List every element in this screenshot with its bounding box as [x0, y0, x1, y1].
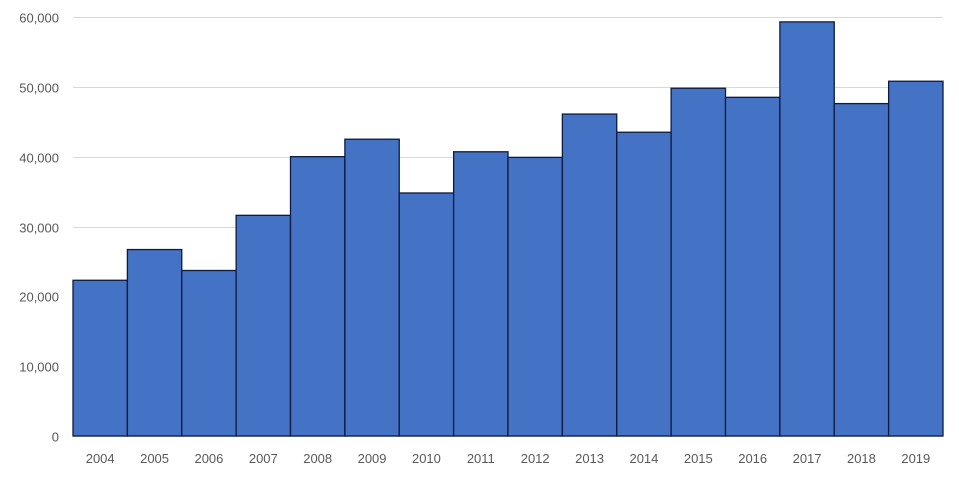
- y-tick-label: 40,000: [19, 151, 59, 166]
- x-tick-label: 2019: [901, 451, 930, 466]
- y-tick-label: 30,000: [19, 221, 59, 236]
- x-tick-label: 2016: [738, 451, 767, 466]
- x-tick-label: 2017: [793, 451, 822, 466]
- x-axis-tick-labels: 2004 2005 2006 2007 2008 2009 2010 2011 2012 2013…: [86, 451, 931, 466]
- bar-2015: [670, 87, 727, 437]
- x-tick-label: 2011: [467, 451, 495, 466]
- bar-2010: [398, 192, 455, 437]
- x-tick-label: 2007: [249, 451, 278, 466]
- y-tick-label: 50,000: [19, 81, 59, 96]
- bars: [72, 21, 944, 437]
- x-tick-label: 2010: [412, 451, 441, 466]
- bar-2006: [181, 269, 237, 437]
- bar-2011: [452, 151, 509, 437]
- bar-2009: [344, 138, 400, 437]
- y-tick-label: 60,000: [19, 11, 59, 26]
- bar-2019: [887, 80, 944, 437]
- bar-2016: [724, 96, 781, 437]
- bar-2007: [235, 214, 292, 437]
- bar-2004: [72, 279, 129, 437]
- y-tick-label: 0: [52, 430, 59, 445]
- x-tick-label: 2004: [86, 451, 115, 466]
- bar-2014: [616, 131, 672, 437]
- x-tick-label: 2018: [847, 451, 876, 466]
- x-tick-label: 2015: [684, 451, 713, 466]
- x-tick-label: 2014: [629, 451, 658, 466]
- x-tick-label: 2008: [303, 451, 332, 466]
- y-tick-label: 10,000: [19, 360, 59, 375]
- y-tick-label: 20,000: [19, 290, 59, 305]
- y-axis-tick-labels: 0 10,000 20,000 30,000 40,000 50,000 60,000: [19, 11, 59, 445]
- bar-2008: [289, 156, 346, 437]
- bar-2005: [126, 248, 183, 437]
- bar-2012: [507, 156, 564, 437]
- bar-2013: [561, 113, 618, 437]
- x-tick-label: 2013: [575, 451, 604, 466]
- bar-2018: [833, 102, 890, 437]
- x-tick-label: 2009: [358, 451, 387, 466]
- x-tick-label: 2012: [521, 451, 550, 466]
- x-tick-label: 2006: [194, 451, 223, 466]
- bar-2017: [779, 21, 835, 437]
- x-tick-label: 2005: [140, 451, 169, 466]
